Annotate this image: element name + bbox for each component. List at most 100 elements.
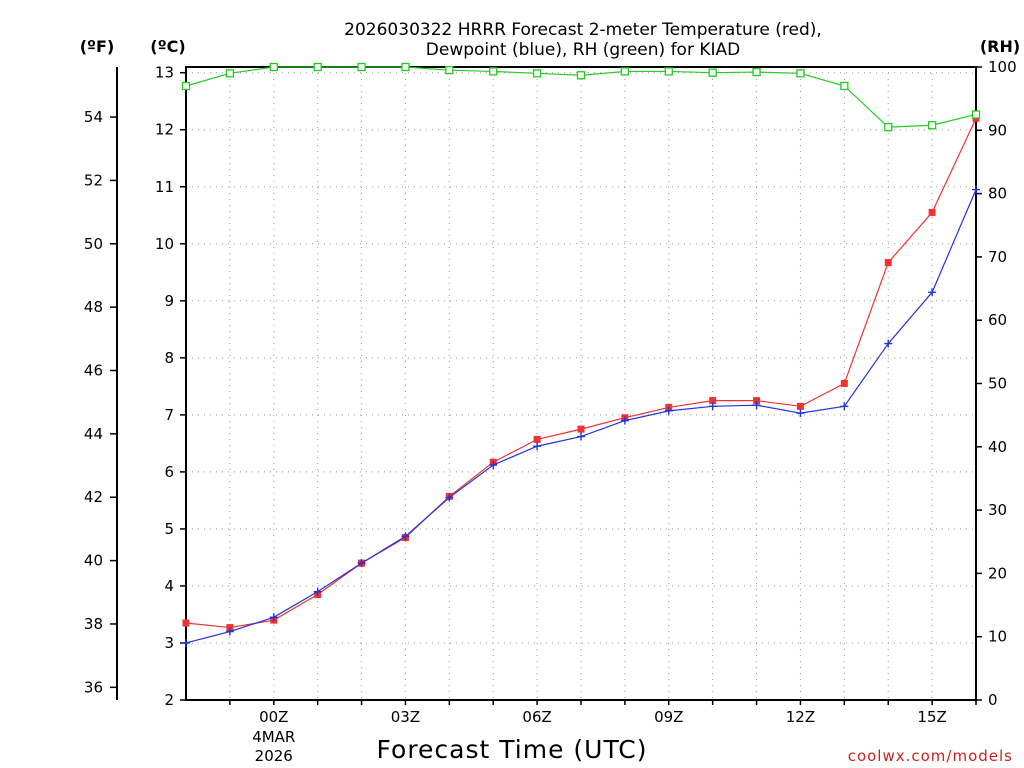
celsius-unit-label: (ºC) xyxy=(150,37,185,56)
rh-tick-label: 50 xyxy=(988,375,1007,393)
dewpoint-point xyxy=(796,409,805,418)
grid-lines xyxy=(186,67,976,700)
temperature-point xyxy=(796,402,804,410)
source-credit: coolwx.com/models xyxy=(848,747,1013,765)
dewpoint-point xyxy=(533,442,542,451)
rh-point xyxy=(927,121,937,130)
x-tick-label: 03Z xyxy=(391,708,420,726)
dewpoint-point xyxy=(972,185,980,194)
dewpoint-point xyxy=(708,402,717,411)
fahrenheit-tick-label: 44 xyxy=(84,425,103,443)
rh-point xyxy=(532,69,542,78)
celsius-tick-label: 11 xyxy=(155,178,174,196)
x-tick-label: 12Z xyxy=(786,708,815,726)
x-axis-title: Forecast Time (UTC) xyxy=(377,735,648,764)
rh-tick-label: 20 xyxy=(988,564,1007,582)
temperature-point xyxy=(928,208,936,216)
dewpoint-point xyxy=(664,406,673,415)
rh-point xyxy=(181,81,191,91)
rh-tick-label: 80 xyxy=(988,185,1007,203)
rh-point xyxy=(620,67,630,76)
data-series xyxy=(181,62,981,647)
rh-tick-label: 70 xyxy=(988,248,1007,266)
fahrenheit-tick-label: 46 xyxy=(84,362,103,380)
rh-tick-label: 90 xyxy=(988,121,1007,139)
temperature-point xyxy=(709,397,717,405)
temperature-point xyxy=(533,435,541,443)
dewpoint-point xyxy=(313,587,322,596)
dewpoint-point xyxy=(577,432,585,441)
rh-point xyxy=(752,67,761,77)
temperature-point xyxy=(840,380,848,387)
rh-point xyxy=(576,71,586,80)
celsius-tick-label: 13 xyxy=(155,64,174,82)
fahrenheit-tick-label: 50 xyxy=(84,235,103,253)
celsius-tick-label: 9 xyxy=(164,292,174,310)
celsius-tick-label: 12 xyxy=(155,121,174,139)
axes: 36 38 40 42 44 46 48 50 52 54 2 3 4 5 6 7 8 9 10 11 12 13 0 10 2… xyxy=(84,58,1017,765)
chart-title-line-2: Dewpoint (blue), RH (green) for KIAD xyxy=(426,40,740,60)
rh-point xyxy=(884,122,893,132)
rh-point xyxy=(489,67,498,76)
celsius-tick-label: 5 xyxy=(164,520,174,538)
dewpoint-point xyxy=(489,461,498,470)
dewpoint-point xyxy=(928,288,937,297)
dewpoint-point xyxy=(401,532,410,541)
rh-point xyxy=(313,62,322,72)
dewpoint-point xyxy=(884,339,893,348)
temperature-line xyxy=(185,118,977,629)
celsius-tick-label: 7 xyxy=(164,406,174,424)
rh-tick-label: 30 xyxy=(988,501,1007,519)
dewpoint-point xyxy=(445,493,454,502)
rh-tick-label: 100 xyxy=(988,58,1017,76)
celsius-tick-label: 3 xyxy=(164,634,174,652)
fahrenheit-tick-label: 38 xyxy=(84,615,103,633)
temperature-point xyxy=(577,425,585,433)
fahrenheit-tick-label: 54 xyxy=(84,108,103,126)
fahrenheit-tick-label: 48 xyxy=(84,298,103,316)
rh-tick-label: 60 xyxy=(988,311,1007,329)
fahrenheit-tick-label: 40 xyxy=(84,552,103,570)
temperature-point xyxy=(884,259,892,267)
rh-point xyxy=(445,66,454,75)
dewpoint-point xyxy=(225,627,234,636)
rh-tick-label: 10 xyxy=(988,628,1007,646)
rh-point xyxy=(357,62,366,72)
rh-tick-label: 0 xyxy=(988,691,998,709)
rh-point xyxy=(269,62,278,72)
chart-title-line-1: 2026030322 HRRR Forecast 2-meter Tempera… xyxy=(344,20,822,40)
dewpoint-point xyxy=(840,402,849,411)
x-tick-label: 09Z xyxy=(654,708,683,726)
rh-point xyxy=(708,68,717,77)
dewpoint-point xyxy=(357,559,366,568)
celsius-tick-label: 6 xyxy=(164,463,174,481)
fahrenheit-unit-label: (ºF) xyxy=(80,37,115,56)
rh-point xyxy=(401,62,410,72)
rh-tick-label: 40 xyxy=(988,438,1007,456)
rh-point xyxy=(971,110,981,119)
temperature-point xyxy=(182,619,190,627)
x-tick-label: 00Z xyxy=(259,708,288,726)
x-date-label: 4MAR xyxy=(252,728,295,746)
dewpoint-point xyxy=(752,401,761,410)
rh-point xyxy=(664,67,673,76)
dewpoint-line xyxy=(185,189,977,644)
fahrenheit-tick-label: 52 xyxy=(84,171,103,189)
plot-frame xyxy=(185,66,977,701)
fahrenheit-tick-label: 36 xyxy=(84,678,103,696)
temperature-point xyxy=(753,397,761,405)
x-tick-label: 15Z xyxy=(917,708,946,726)
celsius-tick-label: 4 xyxy=(164,577,174,595)
rh-unit-label: (RH) xyxy=(980,37,1020,56)
rh-point xyxy=(796,69,805,78)
rh-point xyxy=(840,81,849,91)
celsius-tick-label: 2 xyxy=(164,691,174,709)
dewpoint-point xyxy=(269,613,278,622)
dewpoint-point xyxy=(620,416,629,425)
x-year-label: 2026 xyxy=(255,747,293,765)
rh-point xyxy=(225,69,235,78)
fahrenheit-tick-label: 42 xyxy=(84,488,103,506)
celsius-tick-label: 10 xyxy=(155,235,174,253)
x-tick-label: 06Z xyxy=(522,708,551,726)
